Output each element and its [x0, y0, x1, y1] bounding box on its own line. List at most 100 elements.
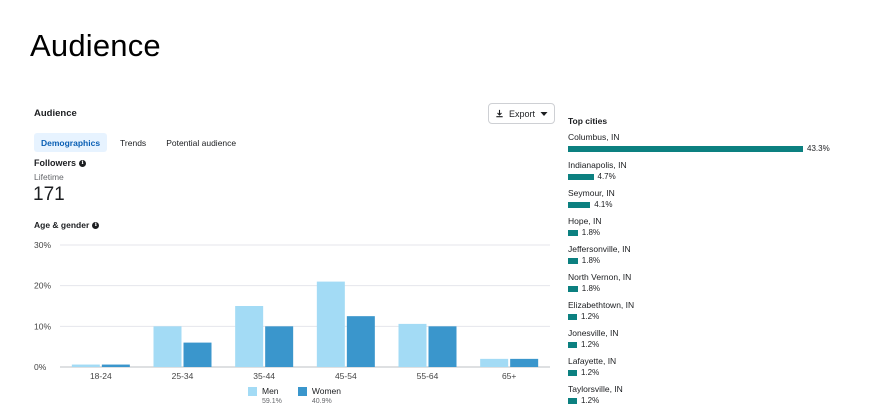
download-icon: [496, 109, 503, 118]
city-bar-row: 1.2%: [568, 368, 616, 377]
card-title: Audience: [34, 108, 77, 119]
y-tick-label: 30%: [34, 240, 51, 250]
bar-women-18-24: [101, 364, 130, 367]
city-bar: [568, 369, 577, 376]
bar-women-25-34: [183, 342, 212, 367]
followers-count: 171: [33, 184, 65, 205]
caret-down-icon: [540, 111, 548, 116]
city-row: Taylorsville, IN 1.2%: [568, 384, 623, 405]
city-name: North Vernon, IN: [568, 272, 632, 282]
bar-women-55-64: [428, 326, 457, 367]
bar-women-45-54: [346, 316, 375, 367]
city-row: Elizabethtown, IN 1.2%: [568, 300, 634, 321]
city-pct: 1.8%: [581, 228, 600, 237]
city-bar-row: 4.7%: [568, 172, 627, 181]
legend-label-women: Women: [311, 386, 341, 396]
city-row: Jonesville, IN 1.2%: [568, 328, 619, 349]
y-tick-label: 10%: [34, 321, 51, 331]
city-name: Hope, IN: [568, 216, 602, 226]
info-icon[interactable]: i: [92, 221, 100, 229]
bar-men-65+: [480, 358, 509, 367]
city-row: North Vernon, IN 1.8%: [568, 272, 631, 293]
bar-men-35-44: [235, 306, 264, 367]
followers-heading: Followers i: [34, 158, 87, 168]
city-pct: 1.8%: [581, 284, 600, 293]
city-name: Indianapolis, IN: [568, 160, 627, 170]
city-name: Columbus, IN: [568, 132, 620, 142]
city-pct: 4.7%: [597, 172, 616, 181]
city-bar: [568, 201, 591, 208]
city-row: Seymour, IN 4.1%: [568, 188, 615, 209]
city-pct: 1.2%: [581, 340, 600, 349]
city-bar: [568, 229, 578, 236]
tab-demographics[interactable]: Demographics: [34, 133, 108, 152]
city-row: Lafayette, IN 1.2%: [568, 356, 616, 377]
x-tick-label: 55-64: [417, 371, 439, 381]
city-bar: [568, 313, 577, 320]
chart-legend: Men 59.1% Women 40.9%: [248, 386, 341, 405]
followers-period: Lifetime: [34, 172, 64, 182]
city-bar-row: 1.2%: [568, 340, 619, 349]
age-gender-chart: 0% 10% 20% 30% 18-24 25-34 35-44 45-54 55-64 65+: [34, 240, 550, 381]
city-pct: 1.8%: [581, 256, 600, 265]
legend-swatch-women: [297, 386, 307, 396]
city-bar: [568, 173, 594, 180]
followers-label: Followers: [34, 158, 77, 168]
tab-trends[interactable]: Trends: [120, 137, 147, 148]
bar-women-35-44: [265, 326, 294, 367]
x-tick-label: 18-24: [90, 371, 112, 381]
city-bar: [568, 145, 803, 152]
city-name: Jeffersonville, IN: [568, 244, 631, 254]
bar-men-18-24: [71, 364, 100, 367]
slide-title: Audience: [30, 28, 161, 63]
export-label: Export: [508, 108, 535, 119]
city-bar: [568, 285, 578, 292]
legend-pct-men: 59.1%: [262, 398, 282, 405]
age-gender-heading: Age & gender i: [34, 220, 100, 230]
x-tick-label: 35-44: [253, 371, 275, 381]
city-bar-row: 1.8%: [568, 256, 631, 265]
x-tick-label: 65+: [502, 371, 516, 381]
bar-women-65+: [510, 358, 539, 367]
city-name: Jonesville, IN: [568, 328, 619, 338]
city-bar: [568, 397, 577, 404]
city-name: Seymour, IN: [568, 188, 615, 198]
bar-men-25-34: [153, 326, 182, 367]
city-bar-row: 1.8%: [568, 284, 631, 293]
legend-swatch-men: [248, 386, 257, 396]
y-tick-label: 0%: [34, 362, 47, 372]
y-tick-label: 20%: [34, 281, 51, 291]
city-name: Lafayette, IN: [568, 356, 617, 366]
city-row: Jeffersonville, IN 1.8%: [568, 244, 631, 265]
city-pct: 1.2%: [581, 368, 600, 377]
legend-label-men: Men: [262, 386, 279, 396]
legend-pct-women: 40.9%: [311, 398, 332, 405]
tab-potential-audience[interactable]: Potential audience: [166, 137, 237, 148]
city-row: Hope, IN 1.8%: [568, 216, 602, 237]
city-bar-row: 1.2%: [568, 312, 634, 321]
city-pct: 43.3%: [807, 144, 830, 153]
legend-item-women[interactable]: Women 40.9%: [297, 386, 341, 405]
city-pct: 4.1%: [594, 200, 613, 209]
bar-men-45-54: [316, 281, 345, 367]
city-bar: [568, 257, 578, 264]
x-tick-label: 25-34: [172, 371, 194, 381]
city-bar-row: 1.8%: [568, 228, 602, 237]
x-tick-label: 45-54: [335, 371, 357, 381]
city-row: Columbus, IN 43.3%: [568, 132, 830, 153]
city-bar-row: 43.3%: [568, 144, 830, 153]
city-pct: 1.2%: [581, 312, 600, 321]
city-name: Elizabethtown, IN: [568, 300, 635, 310]
top-cities-title: Top cities: [568, 116, 608, 126]
bar-men-55-64: [398, 323, 427, 367]
city-name: Taylorsville, IN: [568, 384, 623, 394]
age-gender-label: Age & gender: [34, 220, 90, 230]
info-icon[interactable]: i: [79, 159, 87, 167]
city-row: Indianapolis, IN 4.7%: [568, 160, 627, 181]
city-bar: [568, 341, 577, 348]
export-button[interactable]: Export: [488, 103, 555, 124]
legend-item-men[interactable]: Men 59.1%: [248, 386, 282, 405]
tab-bar: Demographics Trends Potential audience: [34, 133, 249, 152]
city-bar-row: 4.1%: [568, 200, 615, 209]
city-bar-row: 1.2%: [568, 396, 623, 405]
